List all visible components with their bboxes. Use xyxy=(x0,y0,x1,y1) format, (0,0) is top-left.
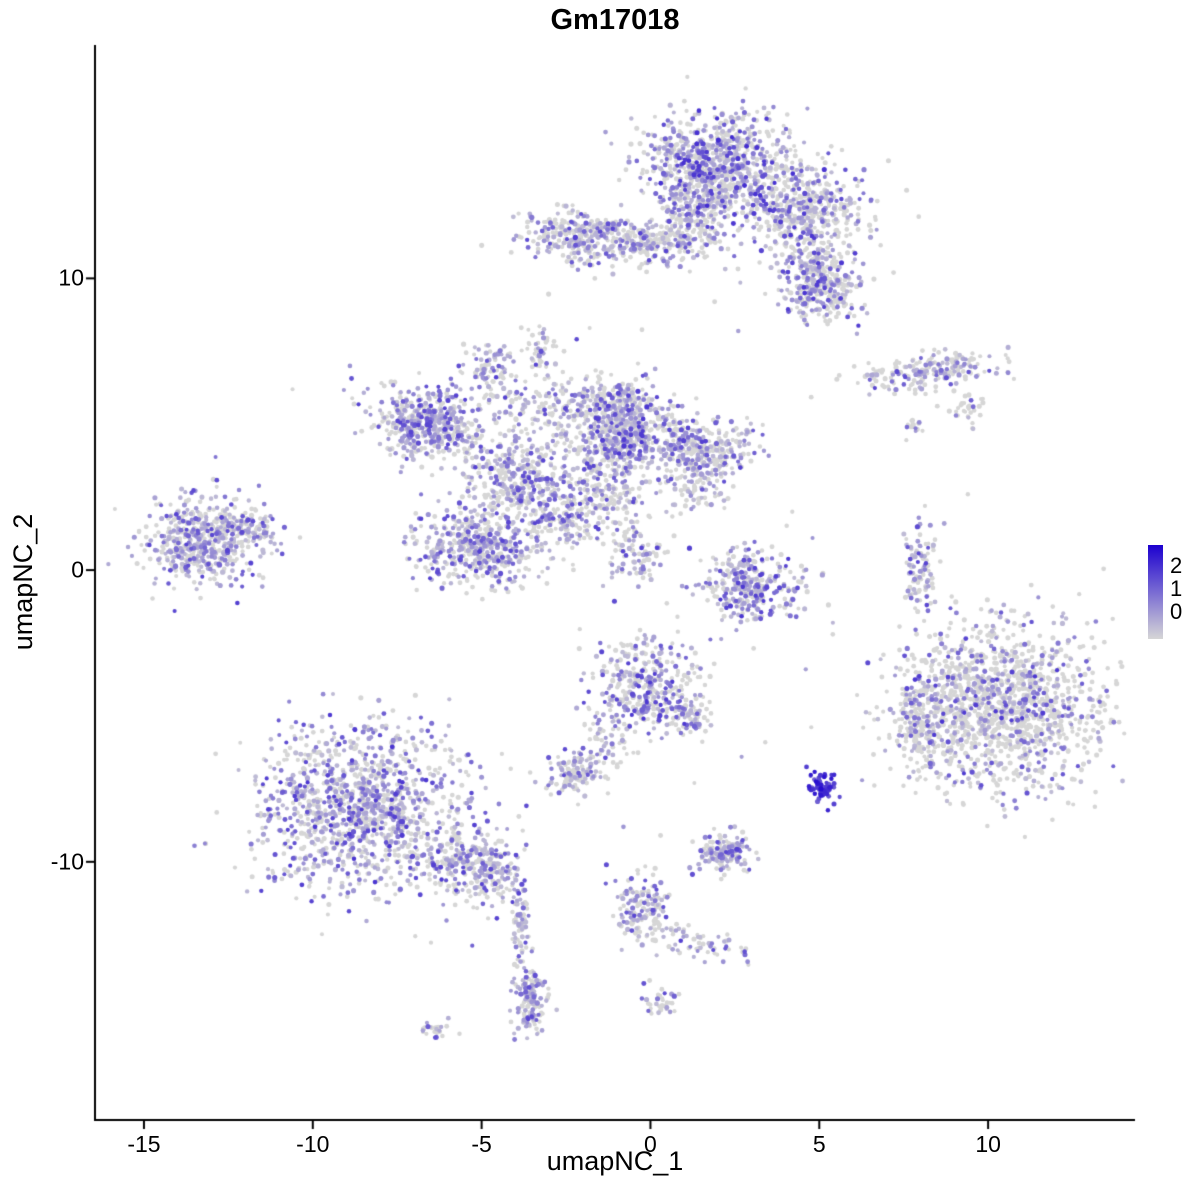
x-tick-label: -10 xyxy=(296,1131,330,1157)
legend-label-0: 0 xyxy=(1170,599,1183,624)
x-tick-label: 0 xyxy=(644,1131,657,1157)
y-axis-label: umapNC_2 xyxy=(8,513,38,651)
x-tick-label: 10 xyxy=(975,1131,1001,1157)
y-tick-label: 10 xyxy=(58,264,84,291)
colorbar-legend: 2 1 0 xyxy=(1140,540,1200,652)
x-tick-label: -5 xyxy=(471,1131,492,1157)
x-tick-label: 5 xyxy=(812,1131,826,1157)
colorbar-gradient xyxy=(1148,545,1163,639)
x-axis-label: umapNC_1 xyxy=(546,1146,684,1176)
y-tick-label: -10 xyxy=(50,848,84,875)
legend-label-1: 1 xyxy=(1170,576,1183,601)
x-tick-label: -15 xyxy=(127,1131,161,1157)
plot-title: Gm17018 xyxy=(550,4,680,36)
y-tick-label: 0 xyxy=(71,556,84,583)
legend-label-2: 2 xyxy=(1170,553,1183,578)
